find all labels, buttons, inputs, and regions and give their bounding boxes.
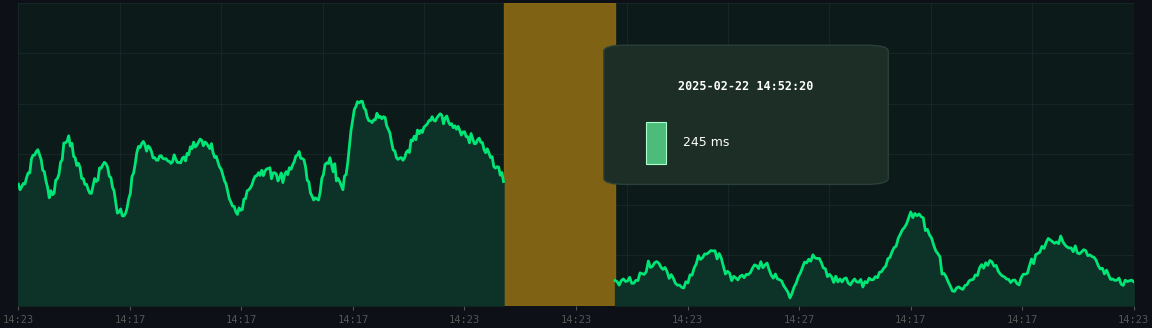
FancyBboxPatch shape xyxy=(646,122,666,164)
Text: 2025-02-22 14:52:20: 2025-02-22 14:52:20 xyxy=(679,80,813,93)
Bar xyxy=(503,3,615,305)
Text: 245 ms: 245 ms xyxy=(683,136,729,149)
FancyBboxPatch shape xyxy=(604,45,888,184)
